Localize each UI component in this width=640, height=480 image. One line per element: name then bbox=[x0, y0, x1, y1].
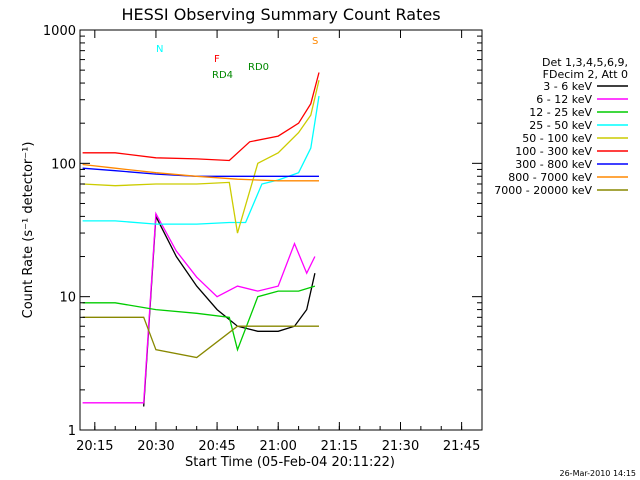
x-tick-label: 20:45 bbox=[198, 439, 235, 454]
series-line bbox=[82, 72, 320, 162]
flag-label: F bbox=[214, 54, 220, 65]
chart-title: HESSI Observing Summary Count Rates bbox=[121, 5, 440, 24]
legend-label: 3 - 6 keV bbox=[543, 80, 592, 93]
legend-label: 25 - 50 keV bbox=[529, 119, 592, 132]
y-tick-label: 1 bbox=[68, 424, 76, 439]
legend-label: 300 - 800 keV bbox=[515, 158, 592, 171]
legend-header-line: FDecim 2, Att 0 bbox=[543, 68, 628, 81]
legend-label: 6 - 12 keV bbox=[536, 93, 592, 106]
x-tick-label: 21:00 bbox=[259, 439, 296, 454]
footer-date: 26-Mar-2010 14:15 bbox=[560, 469, 637, 478]
flag-label: RD0 bbox=[248, 62, 269, 73]
flag-label: N bbox=[156, 44, 163, 55]
series-line bbox=[82, 163, 319, 182]
series-line bbox=[82, 285, 316, 352]
x-tick-label: 21:30 bbox=[382, 439, 419, 454]
x-tick-label: 21:15 bbox=[321, 439, 358, 454]
legend: Det 1,3,4,5,6,9, FDecim 2, Att 0 3 - 6 k… bbox=[494, 56, 628, 197]
series-line bbox=[82, 211, 316, 404]
axes: 20:15 20:30 20:45 21:00 21:15 21:30 21:45 1 10 10… bbox=[43, 24, 483, 454]
series-line bbox=[82, 80, 320, 234]
plot-area: N S F RD0 RD4 bbox=[82, 36, 320, 407]
legend-label: 800 - 7000 keV bbox=[508, 171, 592, 184]
plot-frame bbox=[79, 29, 483, 431]
y-tick-label: 10 bbox=[59, 291, 76, 306]
x-tick-label: 20:15 bbox=[76, 439, 113, 454]
y-axis-label: Count Rate (s⁻¹ detector⁻¹) bbox=[21, 142, 36, 319]
x-tick-label: 21:45 bbox=[443, 439, 480, 454]
series-line bbox=[82, 316, 319, 359]
legend-label: 50 - 100 keV bbox=[522, 132, 592, 145]
flag-label: RD4 bbox=[212, 70, 233, 81]
x-axis-label: Start Time (05-Feb-04 20:11:22) bbox=[185, 455, 395, 470]
series-line bbox=[82, 167, 319, 177]
series-line bbox=[82, 95, 320, 225]
x-tick-label: 20:30 bbox=[137, 439, 174, 454]
legend-header-line: Det 1,3,4,5,6,9, bbox=[542, 56, 628, 69]
flag-label: S bbox=[312, 36, 318, 47]
legend-label: 100 - 300 keV bbox=[515, 145, 592, 158]
legend-label: 12 - 25 keV bbox=[529, 106, 592, 119]
y-tick-label: 100 bbox=[51, 157, 76, 172]
legend-label: 7000 - 20000 keV bbox=[494, 184, 592, 197]
y-tick-label: 1000 bbox=[43, 24, 76, 39]
